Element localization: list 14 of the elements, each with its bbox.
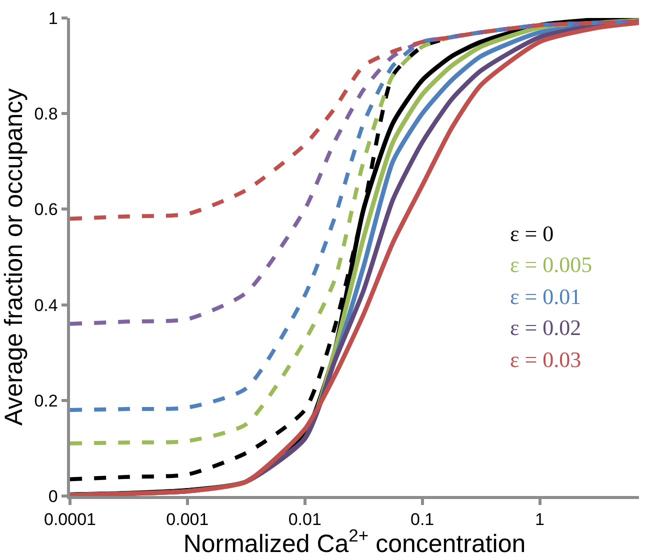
y-tick-label: 1 [48,8,58,28]
y-tick-label: 0.8 [34,104,58,124]
y-tick-label: 0.4 [34,296,58,315]
text: ε = 0 [510,221,554,246]
y-tick-label: 0.6 [34,200,58,220]
text: ε = 0.02 [510,315,582,340]
text: ε = 0.01 [510,284,582,309]
x-tick-label: 0.0001 [44,510,96,530]
y-axis-title: Average fraction or occupancy [0,88,28,426]
text: ε = 0.03 [510,347,582,372]
y-tick-label: 0 [48,486,58,506]
x-tick-label: 1 [535,510,544,530]
text: ε = 0.005 [510,252,592,277]
y-tick-label: 0.2 [34,391,58,410]
